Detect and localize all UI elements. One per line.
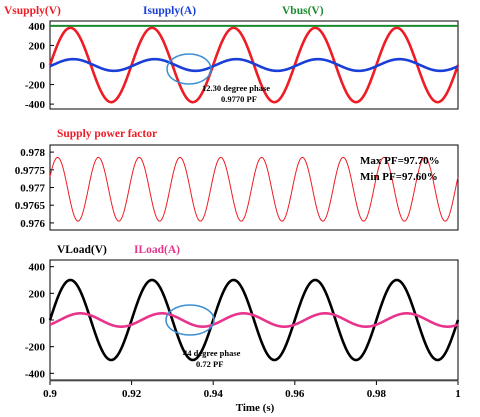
ytick-label-load-1: 200 <box>29 288 46 300</box>
ytick-label-pf-4: 0.976 <box>20 218 45 230</box>
max-pf-annotation: Max PF=97.70% <box>360 155 440 167</box>
ytick-label-supply-4: -400 <box>25 99 46 111</box>
x-axis-label: Time (s) <box>236 402 275 414</box>
ytick-label-load-0: 400 <box>29 262 46 274</box>
xtick-label-2: 0.94 <box>204 388 224 400</box>
series-line-pf-0 <box>49 156 459 222</box>
phase-highlight-ellipse-load <box>165 304 215 336</box>
ytick-label-load-4: -400 <box>25 368 46 380</box>
legend-isupply: Isupply(A) <box>143 5 196 17</box>
xtick-label-3: 0.96 <box>285 388 305 400</box>
phase-highlight-ellipse-supply <box>166 53 212 85</box>
ytick-label-supply-0: 400 <box>29 21 46 33</box>
pf-panel-title: Supply power factor <box>57 128 157 140</box>
panel-pf-frame <box>49 144 459 231</box>
supply-pf-annotation: 0.9770 PF <box>221 94 257 104</box>
load-phase-annotation: 44 degree phase <box>183 348 241 358</box>
xtick-label-5: 1 <box>455 388 461 400</box>
xtick-label-0: 0.9 <box>43 388 57 400</box>
ytick-label-pf-1: 0.9775 <box>15 165 46 177</box>
xtick-label-4: 0.98 <box>367 388 387 400</box>
ytick-label-pf-0: 0.978 <box>20 147 45 159</box>
xtick-label-1: 0.92 <box>122 388 142 400</box>
supply-phase-annotation: 12.30 degree phase <box>202 83 270 93</box>
series-line-load-0 <box>48 278 460 362</box>
ytick-label-supply-2: 0 <box>40 60 46 72</box>
min-pf-annotation: Min PF=97.60% <box>360 171 438 183</box>
ytick-label-load-2: 0 <box>40 315 46 327</box>
ytick-label-pf-3: 0.9765 <box>15 200 46 212</box>
series-line-load-1 <box>49 312 459 328</box>
legend-iload: ILoad(A) <box>134 244 180 256</box>
ytick-label-pf-2: 0.977 <box>20 183 45 195</box>
ytick-label-load-3: -200 <box>25 342 46 354</box>
series-line-supply-1 <box>49 57 459 73</box>
legend-vsupply: Vsupply(V) <box>4 5 61 17</box>
ytick-label-supply-1: 200 <box>29 40 46 52</box>
legend-vbus: Vbus(V) <box>282 5 324 17</box>
load-pf-annotation: 0.72 PF <box>196 359 223 369</box>
ytick-label-supply-3: -200 <box>25 80 46 92</box>
legend-vload: VLoad(V) <box>57 244 107 256</box>
